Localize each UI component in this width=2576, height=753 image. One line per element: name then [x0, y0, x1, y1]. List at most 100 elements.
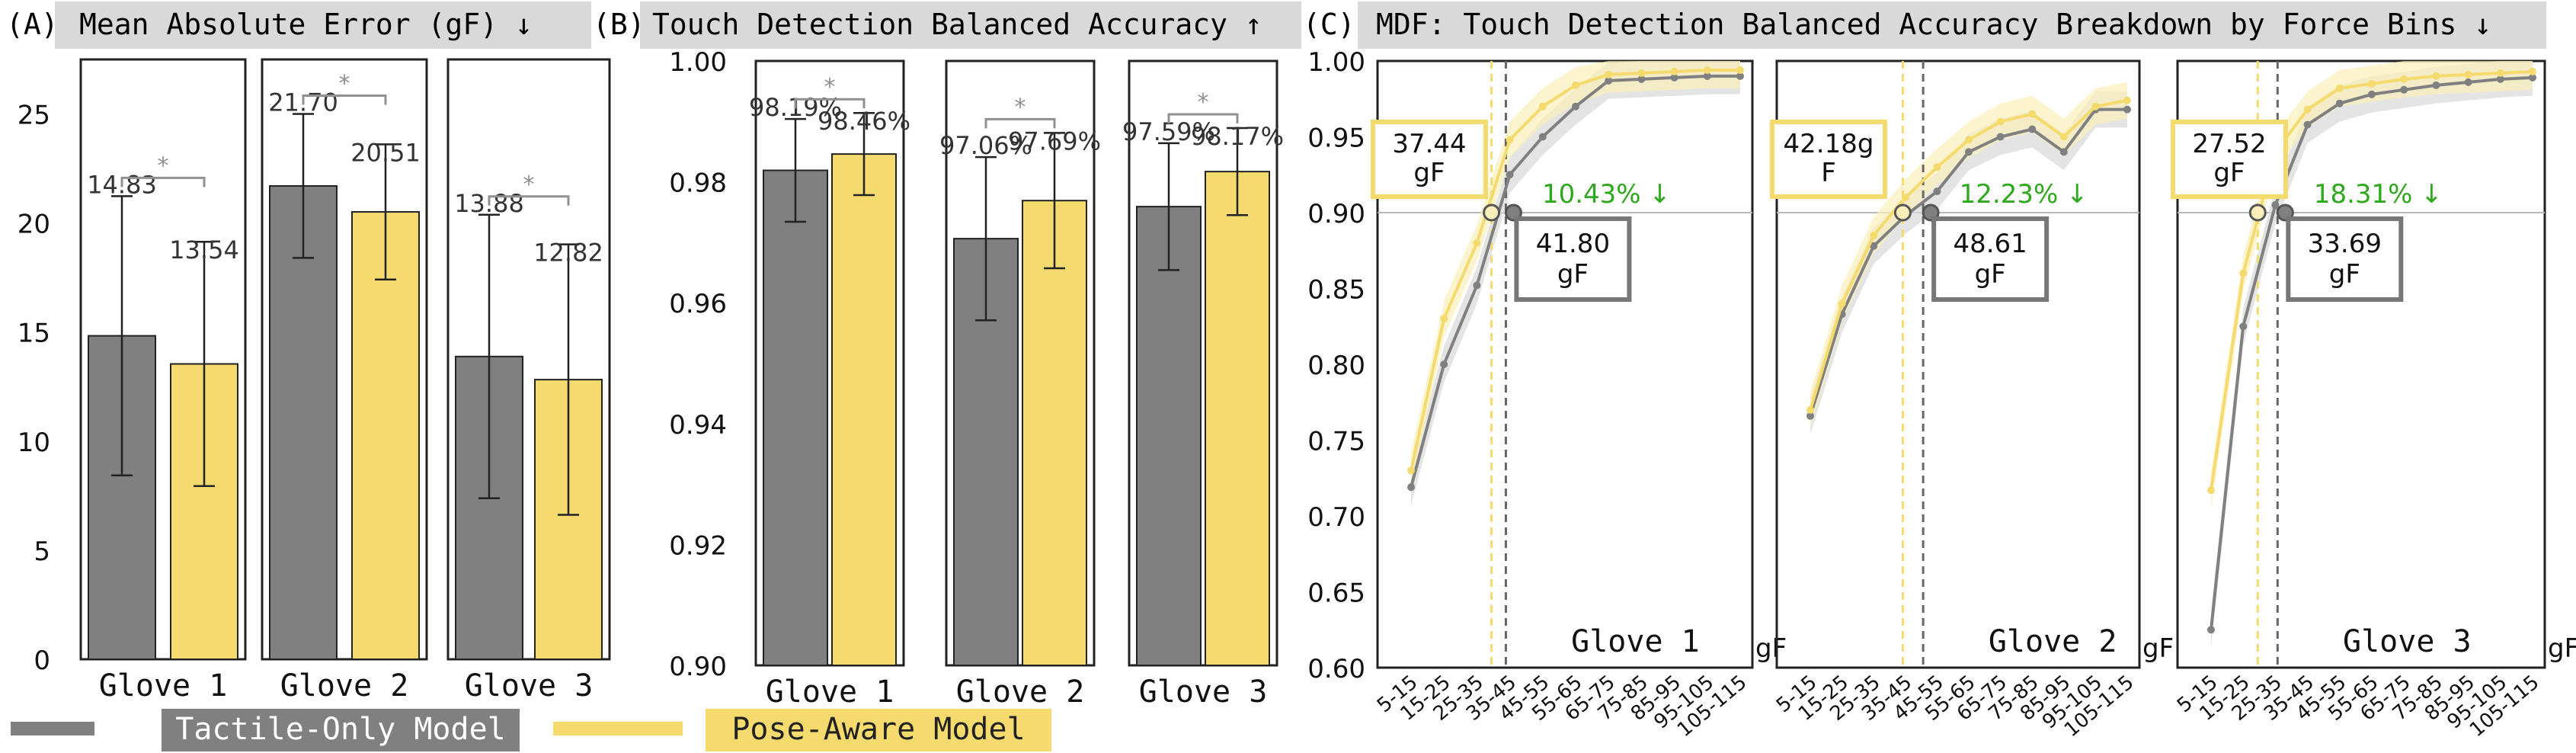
panel_a-subplot-frame: [446, 58, 611, 661]
panel_a-sig-star: *: [523, 171, 535, 198]
panel-c-pose-box-text: 27.52: [2192, 129, 2266, 159]
panel-c-ytick: 0.65: [1307, 578, 1365, 609]
panel-b-header-bg: [640, 2, 1301, 49]
panel_b-ytick: 0.96: [669, 289, 727, 319]
panel-c-pose-box-text: 42.18g: [1784, 129, 1874, 159]
panel-c-pose-cross-marker: [1483, 203, 1501, 222]
panel-c-pose-point: [1506, 136, 1514, 144]
panel-c-pose-point: [2059, 133, 2068, 141]
panel-c-tactile-point: [1996, 133, 2005, 141]
panel_a-ytick: 25: [18, 101, 50, 131]
panel-c-tactile-point: [2368, 90, 2376, 98]
panel-c-pose-point: [2368, 79, 2376, 88]
panel-c-subplot-frame: [2176, 59, 2546, 669]
panel_b-category-label: Glove 3: [1139, 674, 1268, 710]
panel-c-tactile-point: [2464, 78, 2472, 86]
panel-c-unit-label: gF: [1755, 633, 1787, 664]
panel-c-improvement: 18.31% ↓: [2314, 179, 2443, 210]
panel-a-letter: (A): [6, 8, 59, 41]
panel-c-tactile-box-text: gF: [2329, 259, 2360, 290]
panel_b-value-label: 98.17%: [1191, 122, 1284, 151]
panel-a-header-bg: [55, 2, 591, 49]
panel-c-pose-point: [1538, 102, 1547, 111]
panel-c-pose-point: [1637, 69, 1646, 77]
panel-c-pose-point: [1806, 405, 1814, 414]
panel-c-pose-point: [2335, 84, 2344, 92]
legend-tactile-swatch: [11, 722, 94, 735]
panel-c-pose-point: [1407, 466, 1415, 475]
panel-c-letter: (C): [1303, 8, 1355, 41]
panel-c-ytick: 0.80: [1307, 351, 1365, 381]
panel_b-bar: [1205, 171, 1270, 666]
panel-c-tactile-point: [1670, 73, 1678, 82]
panel-c-pose-point: [1996, 117, 2005, 126]
panel-c-pose-box-text: 37.44: [1392, 129, 1466, 159]
panel_b-sig-bracket: [1167, 113, 1239, 124]
legend-tactile-bg: [162, 709, 520, 751]
panel_a-category-label: Glove 3: [465, 668, 594, 703]
panel-c-tactile-point: [1965, 148, 1973, 156]
panel_a-sig-bracket: [302, 95, 387, 105]
panel-c-pose-point: [1838, 300, 1846, 308]
panel-c-pose-point: [1736, 66, 1744, 74]
panel_a-ytick: 5: [34, 537, 50, 567]
panel-c-chart: 0.60 0.65 0.70 0.75 0.80 0.85 0.90 0.95 1.00 37.4…: [1307, 47, 2576, 742]
panel-c-pose-point: [2432, 72, 2440, 80]
panel-c-tactile-point: [2432, 81, 2440, 89]
panel-c-tactile-point: [1637, 75, 1646, 83]
panel-c-ytick: 0.75: [1307, 427, 1365, 457]
panel-c-tactile-point: [2059, 148, 2068, 156]
panel-c-pose-point: [2207, 486, 2215, 495]
panel-c-tactile-point: [1605, 76, 1613, 85]
panel_b-sig-bracket: [984, 117, 1056, 129]
panel_b-ytick: 0.92: [669, 530, 727, 561]
panel_a-value-label: 20.51: [350, 138, 421, 167]
panel-c-pose-point: [2529, 67, 2536, 75]
panel-c-tactile-point: [1473, 281, 1481, 290]
legend-pose-label: Pose-Aware Model: [731, 712, 1025, 747]
panel-c-ytick: 0.85: [1307, 275, 1365, 306]
panel_b-value-label: 97.06%: [939, 131, 1032, 160]
panel-c-pose-point: [1901, 194, 1909, 202]
panel-c-pose-box-text: F: [1821, 158, 1836, 188]
panel-c-tactile-point: [1933, 187, 1941, 196]
panel-b-title: Touch Detection Balanced Accuracy ↑: [652, 8, 1262, 41]
panel-c-tactile-box-text: gF: [1975, 259, 2006, 290]
panel-c-pose-point: [1440, 315, 1448, 323]
panel-c-ytick: 1.00: [1307, 47, 1365, 78]
panel-c-ytick: 0.70: [1307, 502, 1365, 533]
panel-b-chart: 0.900.920.940.960.981.0098.19%98.46%*Glo…: [669, 47, 1284, 710]
panel_b-value-label: 97.69%: [1008, 127, 1101, 155]
panel_b-bar: [1022, 200, 1087, 667]
panel_a-subplot-frame: [79, 58, 247, 661]
panel-c-title: MDF: Touch Detection Balanced Accuracy B…: [1376, 8, 2491, 41]
panel-c-tactile-box-text: 41.80: [1536, 229, 1610, 259]
panel-c-tactile-point: [2335, 99, 2344, 107]
panel-c-header-bg: [1358, 2, 2546, 49]
panel-c-tactile-point: [2303, 120, 2312, 129]
panel_b-value-label: 98.46%: [818, 107, 910, 136]
panel-c-tactile-point: [2028, 125, 2037, 133]
panel_b-bar: [831, 153, 897, 666]
panel-c-pose-point: [1670, 67, 1678, 75]
panel-c-tactile-point: [1538, 133, 1547, 141]
panel-c-tactile-point: [2239, 322, 2248, 331]
panel-c-subplot-frame: [1775, 59, 2141, 669]
panel-c-tactile-point: [1440, 360, 1448, 368]
panel-c-ytick: 0.90: [1307, 199, 1365, 229]
panel-c-tactile-box-text: 33.69: [2308, 229, 2382, 259]
panel-c-subplot-title: Glove 1: [1571, 624, 1700, 659]
panel_b-subplot-frame: [754, 59, 905, 667]
panel-c-pose-box: [1371, 120, 1488, 199]
panel-c-pose-cross-marker: [1893, 203, 1912, 222]
panel_b-ytick: 0.98: [669, 168, 727, 199]
panel-c-pose-box: [1770, 120, 1887, 199]
panel-c-tactile-band: [1810, 91, 2127, 434]
panel_a-sig-star: *: [158, 152, 169, 179]
panel-c-tactile-point: [2529, 73, 2536, 82]
panel-c-pose-point: [1703, 66, 1711, 74]
panel-c-tactile-box-text: gF: [1557, 259, 1589, 290]
panel-c-pose-point: [1965, 136, 1973, 144]
